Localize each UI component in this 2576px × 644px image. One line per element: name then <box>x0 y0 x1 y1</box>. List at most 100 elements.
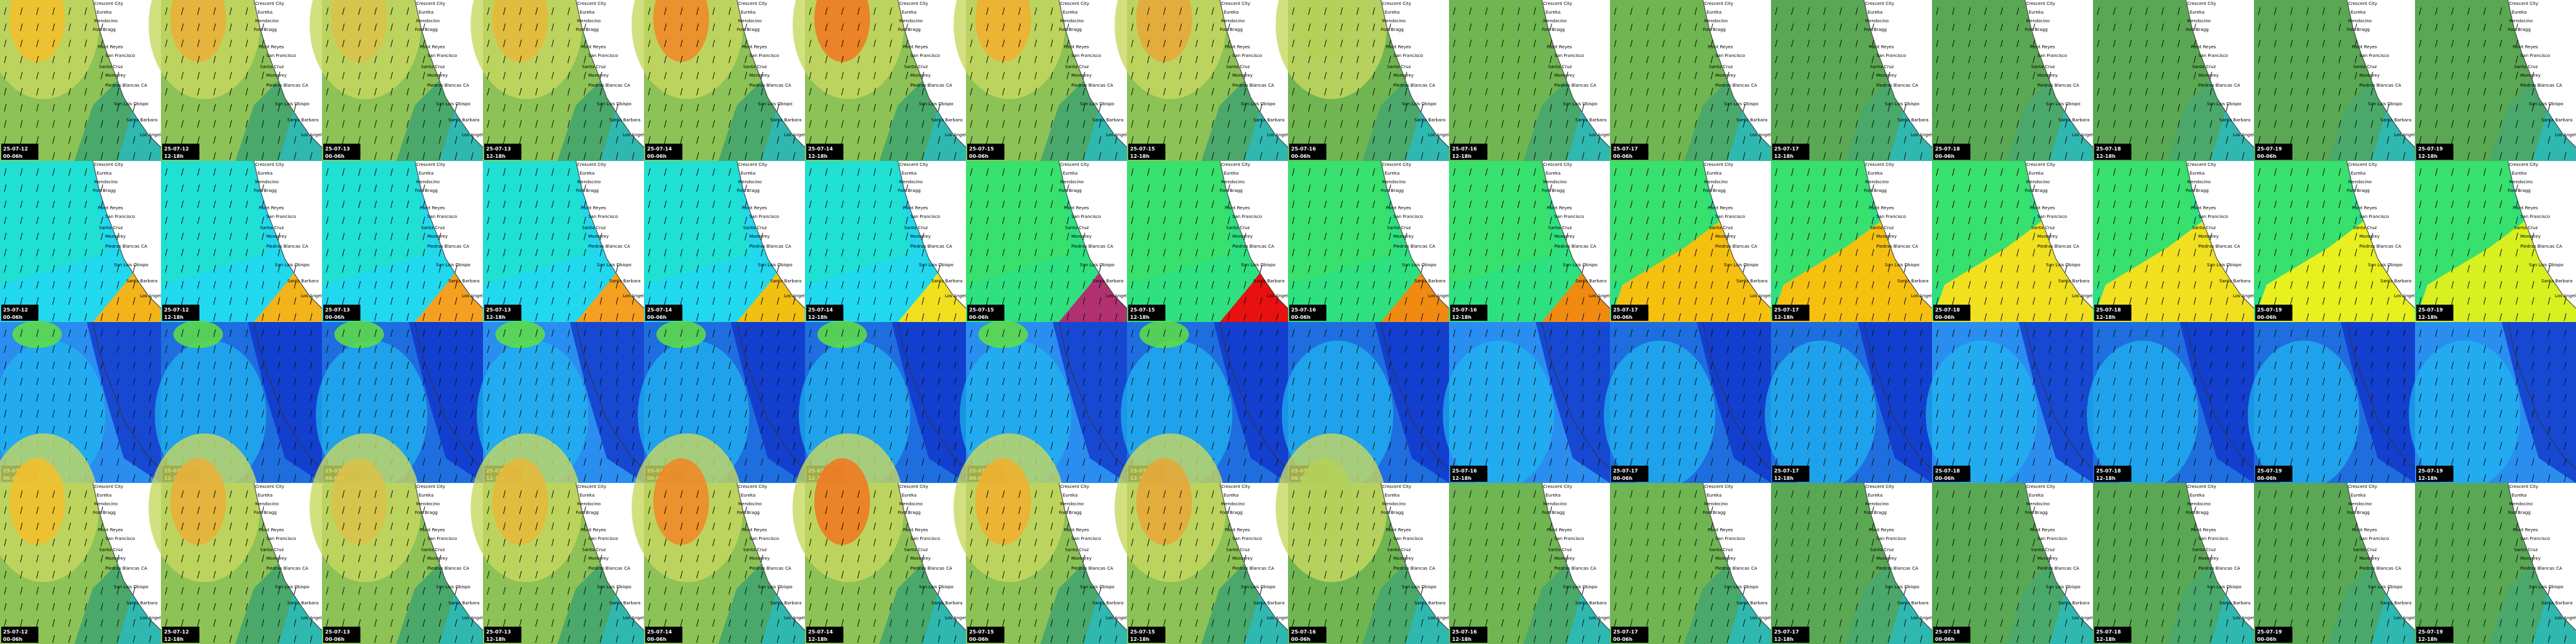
wind-barb <box>100 425 103 434</box>
wind-barb <box>1227 345 1230 354</box>
wind-barb <box>2048 136 2052 144</box>
wind-barb <box>1839 248 1842 257</box>
wind-barb <box>1630 425 1633 434</box>
wind-barb <box>1936 248 1939 257</box>
field-zone <box>814 0 870 62</box>
wind-barb <box>358 168 361 176</box>
wind-barb <box>197 409 200 418</box>
wind-barb <box>616 313 619 321</box>
wind-barb <box>1227 281 1230 289</box>
wind-barb <box>2274 120 2277 128</box>
wind-barb <box>616 136 619 144</box>
wind-barb <box>2000 168 2003 176</box>
wind-barb <box>841 120 844 128</box>
wind-barb <box>1855 474 1858 482</box>
coastline <box>2024 0 2094 148</box>
wind-barb <box>1243 264 1247 273</box>
wind-barb <box>438 152 442 160</box>
wind-barb <box>165 345 168 354</box>
wind-barb <box>2387 458 2390 466</box>
wind-barb <box>2306 232 2309 241</box>
wind-barb <box>1920 425 1923 434</box>
wind-barb <box>841 329 844 337</box>
wind-barb <box>149 152 152 160</box>
wind-barb <box>760 425 764 434</box>
wind-barb <box>905 474 908 482</box>
wind-barb <box>1565 87 1569 96</box>
wind-barb <box>1195 120 1198 128</box>
wind-barb <box>1453 329 1456 337</box>
wind-barb <box>1034 361 1037 370</box>
wind-barb <box>1678 329 1681 337</box>
place-label: Piedras Blancas <box>2037 244 2071 249</box>
field-zone <box>1567 108 1610 161</box>
wind-barb <box>245 297 248 305</box>
wind-barb <box>68 168 71 176</box>
place-label: San Francisco <box>427 214 457 219</box>
wind-barb <box>567 39 570 48</box>
wind-barb <box>133 474 136 482</box>
wind-barb <box>2354 55 2357 64</box>
place-label: Fort Bragg <box>93 188 116 193</box>
wind-barb <box>1839 23 1842 32</box>
wind-barb <box>1485 345 1488 354</box>
wind-barb <box>2274 39 2277 48</box>
place-label: Los Angeles <box>2233 294 2259 298</box>
wind-barb <box>1404 361 1408 370</box>
wind-barb <box>1292 39 1295 48</box>
wind-barb <box>1887 313 1891 321</box>
wind-barb <box>2387 361 2390 370</box>
wind-barb <box>680 103 683 112</box>
wind-barb <box>1501 281 1504 289</box>
place-label: San Luis Obispo <box>2368 263 2403 268</box>
wind-barb <box>1887 297 1891 305</box>
wind-barb <box>970 71 973 80</box>
wind-barb <box>1260 313 1263 321</box>
place-label: Los Angeles <box>2555 133 2576 137</box>
wind-barb <box>1195 377 1198 386</box>
wind-barb <box>438 297 442 305</box>
wind-barb <box>648 329 651 337</box>
wind-barb <box>1388 377 1391 386</box>
wind-barb <box>1968 345 1971 354</box>
wind-barb <box>213 248 216 257</box>
wind-barb <box>1308 329 1311 337</box>
wind-barb <box>213 55 216 64</box>
wind-barb <box>970 184 973 193</box>
place-label: Monterey <box>910 73 931 78</box>
place-label: Monterey <box>1554 234 1575 239</box>
wind-barb <box>1549 120 1552 128</box>
wind-barb <box>1404 120 1408 128</box>
wind-barb <box>1582 474 1585 482</box>
wind-barb <box>873 393 876 402</box>
wind-barb <box>2097 329 2100 337</box>
wind-barb <box>4 103 7 112</box>
wind-barb <box>1968 55 1971 64</box>
wind-barb <box>487 103 490 112</box>
wind-barb <box>1163 425 1166 434</box>
wind-barb <box>680 361 683 370</box>
wind-barb <box>2129 361 2132 370</box>
wind-barb <box>2129 87 2132 96</box>
wind-barb <box>2274 425 2277 434</box>
wind-barb <box>2274 55 2277 64</box>
wind-barb <box>1694 184 1697 193</box>
wind-barb <box>921 329 925 337</box>
frame-date: 25-07-18 <box>2096 146 2121 152</box>
wind-barb <box>503 297 506 305</box>
place-label: San Luis Obispo <box>114 102 149 107</box>
place-label: Crescent City <box>255 1 284 6</box>
wind-barb <box>181 136 184 144</box>
wind-barb <box>1356 216 1359 225</box>
wind-barb <box>535 377 538 386</box>
field-zone <box>331 0 387 62</box>
stamp-box <box>967 305 1004 321</box>
wind-barb <box>358 23 361 32</box>
wind-barb <box>2177 345 2180 354</box>
wind-barb <box>1920 136 1923 144</box>
place-label: San Luis Obispo <box>597 263 632 268</box>
wind-barb <box>1179 168 1182 176</box>
wind-barb <box>2129 458 2132 466</box>
wind-barb <box>1437 297 1440 305</box>
